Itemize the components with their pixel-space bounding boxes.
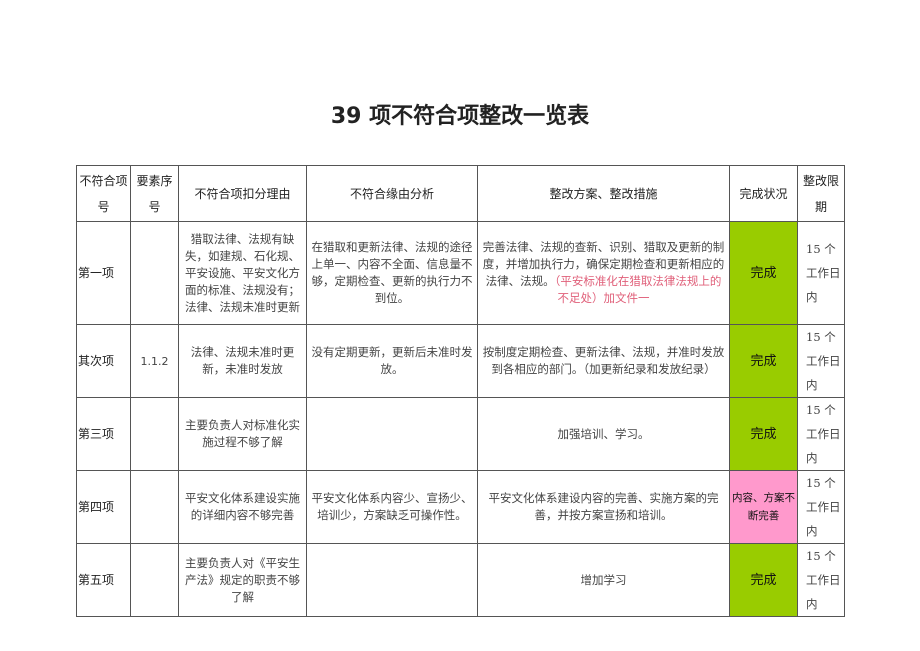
deadline-text: 15 个工作日内 <box>806 549 841 611</box>
item-no-cell: 第五项 <box>76 543 131 617</box>
measure-text: 完善法律、法规的查新、识别、猎取及更新的制度，并增加执行力，确保定期检查和更新相… <box>482 240 725 288</box>
rectification-table: 不符合项号 要素序号 不符合项扣分理由 不符合缘由分析 整改方案、整改措施 完成… <box>76 165 845 617</box>
deadline-text: 15 个工作日内 <box>806 330 841 392</box>
analysis-cell: 在猎取和更新法律、法规的途径上单一、内容不全面、信息量不够，定期检查、更新的执行… <box>306 221 478 325</box>
measure-cell: 加强培训、学习。 <box>477 397 730 471</box>
deadline-text: 15 个工作日内 <box>806 242 841 304</box>
analysis-text: 在猎取和更新法律、法规的途径上单一、内容不全面、信息量不够，定期检查、更新的执行… <box>311 240 473 305</box>
deadline-cell: 15 个工作日内 <box>797 470 845 544</box>
item-no-cell: 其次项 <box>76 324 131 398</box>
status-cell: 内容、方案不断完善 <box>729 470 798 544</box>
reason-cell: 主要负责人对标准化实施过程不够了解 <box>178 397 307 471</box>
header-measure: 整改方案、整改措施 <box>477 165 730 222</box>
analysis-cell <box>306 543 478 617</box>
item-no-text: 第三项 <box>78 426 115 441</box>
reason-cell: 主要负责人对《平安生产法》规定的职责不够了解 <box>178 543 307 617</box>
item-no-cell: 第三项 <box>76 397 131 471</box>
table-row: 第一项 猎取法律、法规有缺失，如建规、石化规、平安设施、平安文化方面的标准、法规没… <box>76 221 845 325</box>
table-row: 其次项 1.1.2 法律、法规未准时更新，未准时发放 没有定期更新，更新后未准时发放。… <box>76 324 845 398</box>
status-text: 完成 <box>750 353 777 369</box>
status-cell: 完成 <box>729 221 798 325</box>
header-element-no: 要素序号 <box>130 165 179 222</box>
reason-text: 主要负责人对标准化实施过程不够了解 <box>185 418 300 449</box>
header-item-no: 不符合项号 <box>76 165 131 222</box>
deadline-cell: 15 个工作日内 <box>797 543 845 617</box>
item-no-text: 第五项 <box>78 572 115 587</box>
page-title: 39 项不符合项整改一览表 <box>330 104 590 129</box>
element-no-cell: 1.1.2 <box>130 324 179 398</box>
element-no-cell <box>130 470 179 544</box>
status-text: 内容、方案不断完善 <box>732 492 795 522</box>
element-no-text: 1.1.2 <box>140 354 169 368</box>
analysis-text: 平安文化体系内容少、宣扬少、培训少，方案缺乏可操作性。 <box>311 491 473 522</box>
measure-text: 平安文化体系建设内容的完善、实施方案的完善，并按方案宣扬和培训。 <box>488 491 719 522</box>
item-no-cell: 第四项 <box>76 470 131 544</box>
measure-text: 增加学习 <box>580 572 627 587</box>
measure-text: 按制度定期检查、更新法律、法规，并准时发放到各相应的部门。（加更新纪录和发放纪录… <box>482 345 725 376</box>
item-no-text: 第一项 <box>78 265 115 280</box>
reason-cell: 法律、法规未准时更新，未准时发放 <box>178 324 307 398</box>
measure-cell: 平安文化体系建设内容的完善、实施方案的完善，并按方案宣扬和培训。 <box>477 470 730 544</box>
status-text: 完成 <box>750 265 777 281</box>
deadline-cell: 15 个工作日内 <box>797 221 845 325</box>
analysis-cell: 没有定期更新，更新后未准时发放。 <box>306 324 478 398</box>
deadline-text: 15 个工作日内 <box>806 476 841 538</box>
header-row: 不符合项号 要素序号 不符合项扣分理由 不符合缘由分析 整改方案、整改措施 完成… <box>76 165 845 222</box>
analysis-cell <box>306 397 478 471</box>
item-no-cell: 第一项 <box>76 221 131 325</box>
deadline-cell: 15 个工作日内 <box>797 324 845 398</box>
item-no-text: 第四项 <box>78 499 115 514</box>
table-row: 第三项 主要负责人对标准化实施过程不够了解 加强培训、学习。 完成 15 个工作日内 <box>76 397 845 471</box>
status-text: 完成 <box>750 426 777 442</box>
item-no-text: 其次项 <box>78 353 115 368</box>
status-cell: 完成 <box>729 397 798 471</box>
deadline-cell: 15 个工作日内 <box>797 397 845 471</box>
reason-text: 主要负责人对《平安生产法》规定的职责不够了解 <box>185 555 300 604</box>
measure-note: （平安标准化在猎取法律法规上的不足处）加文件一 <box>554 274 722 305</box>
element-no-cell <box>130 543 179 617</box>
reason-text: 法律、法规未准时更新，未准时发放 <box>190 345 295 376</box>
measure-cell: 按制度定期检查、更新法律、法规，并准时发放到各相应的部门。（加更新纪录和发放纪录… <box>477 324 730 398</box>
analysis-cell: 平安文化体系内容少、宣扬少、培训少，方案缺乏可操作性。 <box>306 470 478 544</box>
status-cell: 完成 <box>729 543 798 617</box>
element-no-cell <box>130 397 179 471</box>
deadline-text: 15 个工作日内 <box>806 403 841 465</box>
reason-text: 猎取法律、法规有缺失，如建规、石化规、平安设施、平安文化方面的标准、法规没有；法… <box>185 231 300 314</box>
table-row: 第五项 主要负责人对《平安生产法》规定的职责不够了解 增加学习 完成 15 个工作日内 <box>76 543 845 617</box>
status-cell: 完成 <box>729 324 798 398</box>
measure-text: 加强培训、学习。 <box>557 426 650 441</box>
measure-cell: 增加学习 <box>477 543 730 617</box>
analysis-text: 没有定期更新，更新后未准时发放。 <box>311 345 473 376</box>
measure-cell: 完善法律、法规的查新、识别、猎取及更新的制度，并增加执行力，确保定期检查和更新相… <box>477 221 730 325</box>
reason-cell: 平安文化体系建设实施的详细内容不够完善 <box>178 470 307 544</box>
table-row: 第四项 平安文化体系建设实施的详细内容不够完善 平安文化体系内容少、宣扬少、培训少，… <box>76 470 845 544</box>
element-no-cell <box>130 221 179 325</box>
status-text: 完成 <box>750 572 777 588</box>
header-analysis: 不符合缘由分析 <box>306 165 478 222</box>
header-reason: 不符合项扣分理由 <box>178 165 307 222</box>
reason-text: 平安文化体系建设实施的详细内容不够完善 <box>185 491 300 522</box>
header-deadline: 整改限期 <box>797 165 845 222</box>
header-status: 完成状况 <box>729 165 798 222</box>
reason-cell: 猎取法律、法规有缺失，如建规、石化规、平安设施、平安文化方面的标准、法规没有；法… <box>178 221 307 325</box>
